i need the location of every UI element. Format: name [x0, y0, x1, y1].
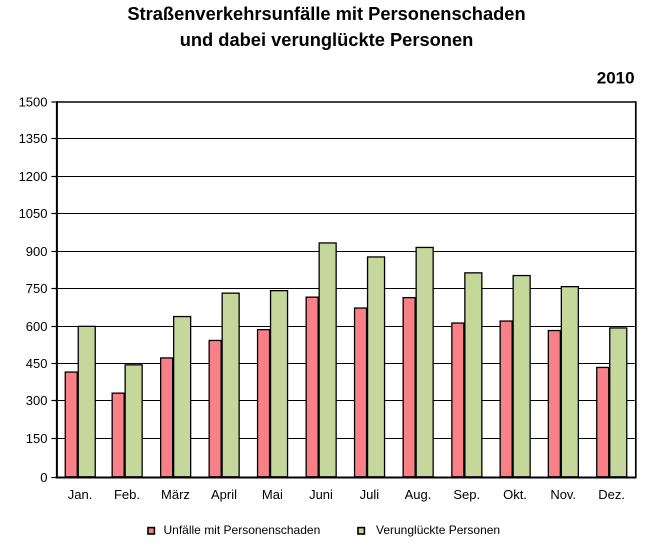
svg-text:März: März: [161, 487, 190, 502]
svg-text:600: 600: [26, 319, 48, 334]
svg-text:Dez.: Dez.: [598, 487, 625, 502]
svg-text:1200: 1200: [19, 169, 48, 184]
svg-text:Jan.: Jan.: [68, 487, 93, 502]
svg-text:April: April: [211, 487, 237, 502]
svg-text:Mai: Mai: [262, 487, 283, 502]
svg-text:1500: 1500: [19, 95, 48, 110]
svg-text:Verunglückte Personen: Verunglückte Personen: [376, 523, 500, 537]
svg-text:Nov.: Nov.: [550, 487, 576, 502]
svg-text:450: 450: [26, 356, 48, 371]
svg-text:300: 300: [26, 393, 48, 408]
svg-text:2010: 2010: [597, 68, 635, 87]
svg-text:Aug.: Aug.: [405, 487, 432, 502]
svg-text:und dabei verunglückte Persone: und dabei verunglückte Personen: [180, 29, 474, 50]
svg-text:Juli: Juli: [360, 487, 380, 502]
svg-text:Straßenverkehrsunfälle mit Per: Straßenverkehrsunfälle mit Personenschad…: [127, 3, 525, 24]
svg-text:750: 750: [26, 281, 48, 296]
svg-text:900: 900: [26, 244, 48, 259]
svg-text:0: 0: [40, 470, 47, 485]
svg-text:Unfälle mit Personenschaden: Unfälle mit Personenschaden: [164, 523, 321, 537]
svg-text:Sep.: Sep.: [453, 487, 480, 502]
svg-text:Juni: Juni: [309, 487, 333, 502]
svg-text:Feb.: Feb.: [114, 487, 140, 502]
svg-text:150: 150: [26, 431, 48, 446]
svg-text:1350: 1350: [19, 131, 48, 146]
svg-text:1050: 1050: [19, 206, 48, 221]
svg-text:Okt.: Okt.: [503, 487, 527, 502]
